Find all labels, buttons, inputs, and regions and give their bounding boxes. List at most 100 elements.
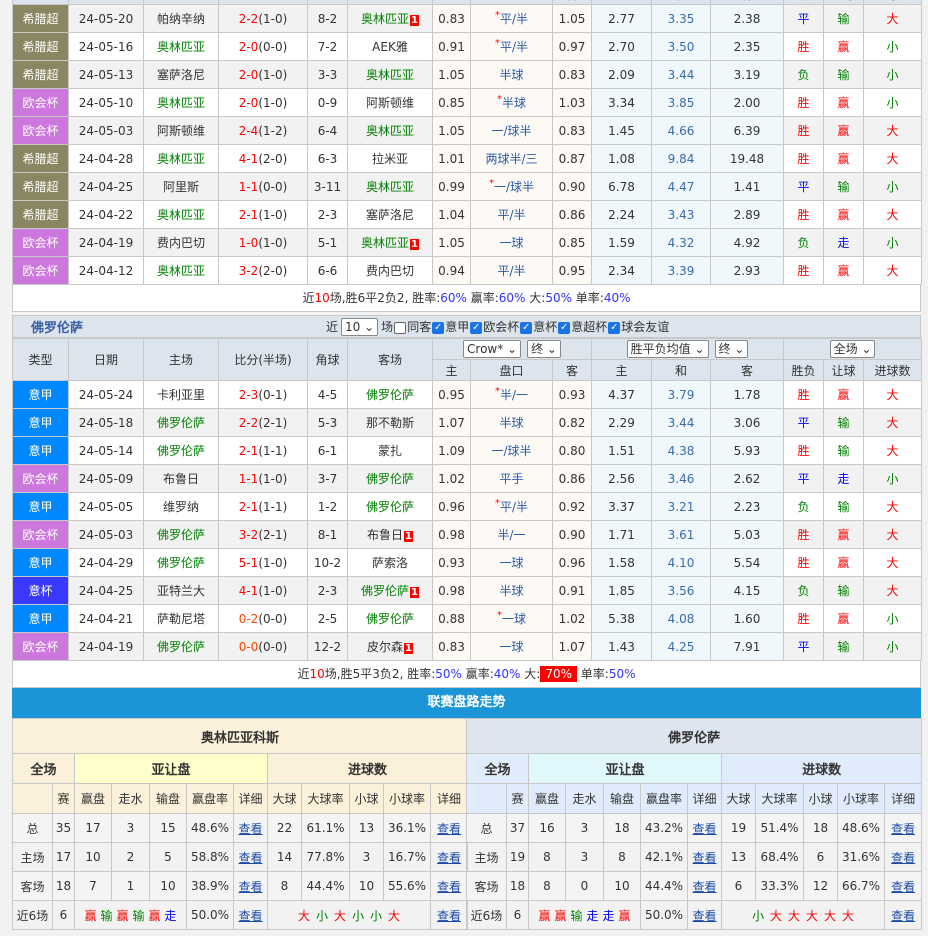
team-name[interactable]: 维罗纳 <box>162 500 199 514</box>
team-name[interactable]: 卡利亚里 <box>156 388 205 402</box>
team-cell[interactable]: 皮尔森 1 <box>347 632 433 661</box>
team-cell[interactable]: 奥林匹亚 <box>347 60 433 89</box>
team-name[interactable]: 奥林匹亚 <box>156 40 205 54</box>
team-cell[interactable]: 奥林匹亚 <box>143 88 219 117</box>
checkbox[interactable]: ✓ <box>520 321 533 334</box>
view-link[interactable]: 查看 <box>238 879 263 894</box>
team-name[interactable]: 阿斯顿维 <box>365 96 414 110</box>
view-link[interactable]: 查看 <box>437 908 462 923</box>
team-name[interactable]: 佛罗伦萨 <box>156 528 205 542</box>
view-link[interactable]: 查看 <box>437 850 462 865</box>
team-cell[interactable]: 佛罗伦萨 <box>347 380 433 409</box>
team-cell[interactable]: 塞萨洛尼 <box>347 200 433 229</box>
team-cell[interactable]: 奥林匹亚 1 <box>347 228 433 257</box>
team-cell[interactable]: 奥林匹亚 <box>347 172 433 201</box>
team-cell[interactable]: 佛罗伦萨 <box>347 604 433 633</box>
team-name[interactable]: 佛罗伦萨 <box>361 584 410 598</box>
team-name[interactable]: 佛罗伦萨 <box>365 472 414 486</box>
team-name[interactable]: 佛罗伦萨 <box>365 612 414 626</box>
score-cell[interactable]: 2-2(2-1) <box>218 408 308 437</box>
team-name[interactable]: 阿斯顿维 <box>156 124 205 138</box>
team-name[interactable]: 费内巴切 <box>156 236 205 250</box>
team-name[interactable]: 蒙扎 <box>377 444 402 458</box>
team-cell[interactable]: 奥林匹亚 <box>143 144 219 173</box>
team-name[interactable]: 塞萨洛尼 <box>156 68 205 82</box>
odds-time-select[interactable]: 终 ⌄ <box>527 340 561 358</box>
team-cell[interactable]: AEK雅 <box>347 32 433 61</box>
view-link[interactable]: 查看 <box>437 821 462 836</box>
team-cell[interactable]: 卡利亚里 <box>143 380 219 409</box>
team-name[interactable]: AEK雅 <box>372 40 408 54</box>
team-name[interactable]: 奥林匹亚 <box>156 208 205 222</box>
team-cell[interactable]: 亚特兰大 <box>143 576 219 605</box>
team-cell[interactable]: 那不勒斯 <box>347 408 433 437</box>
team-name[interactable]: 佛罗伦萨 <box>156 556 205 570</box>
team-name[interactable]: 佛罗伦萨 <box>156 416 205 430</box>
score-cell[interactable]: 2-0(1-0) <box>218 60 308 89</box>
view-link[interactable]: 查看 <box>437 879 462 894</box>
team-cell[interactable]: 佛罗伦萨 <box>143 548 219 577</box>
score-cell[interactable]: 2-1(1-0) <box>218 200 308 229</box>
team-name[interactable]: 佛罗伦萨 <box>365 388 414 402</box>
filter-option[interactable]: ✓ 意杯 <box>519 320 557 334</box>
score-cell[interactable]: 2-1(1-1) <box>218 436 308 465</box>
team-name[interactable]: 佛罗伦萨 <box>156 640 205 654</box>
score-cell[interactable]: 1-1(0-0) <box>218 172 308 201</box>
team-name[interactable]: 奥林匹亚 <box>361 12 410 26</box>
team-cell[interactable]: 奥林匹亚 <box>143 200 219 229</box>
team-name[interactable]: 布鲁日 <box>162 472 199 486</box>
team-cell[interactable]: 费内巴切 <box>347 256 433 285</box>
view-link[interactable]: 查看 <box>891 821 916 836</box>
team-cell[interactable]: 萨索洛 <box>347 548 433 577</box>
team-cell[interactable]: 阿里斯 <box>143 172 219 201</box>
team-name[interactable]: 皮尔森 <box>367 640 404 654</box>
score-cell[interactable]: 2-0(1-0) <box>218 88 308 117</box>
score-cell[interactable]: 2-4(1-2) <box>218 116 308 145</box>
team-name[interactable]: 奥林匹亚 <box>365 180 414 194</box>
score-cell[interactable]: 3-2(2-1) <box>218 520 308 549</box>
match-count-select[interactable]: 10 ⌄ <box>341 317 379 336</box>
score-cell[interactable]: 2-1(1-1) <box>218 492 308 521</box>
team-cell[interactable]: 维罗纳 <box>143 492 219 521</box>
score-cell[interactable]: 4-1(2-0) <box>218 144 308 173</box>
team-cell[interactable]: 阿斯顿维 <box>143 116 219 145</box>
filter-option[interactable]: ✓ 球会友谊 <box>607 320 669 334</box>
team-name[interactable]: 那不勒斯 <box>365 416 414 430</box>
team-name[interactable]: 费内巴切 <box>365 264 414 278</box>
view-link[interactable]: 查看 <box>238 821 263 836</box>
view-link[interactable]: 查看 <box>692 879 717 894</box>
team-cell[interactable]: 布鲁日 <box>143 464 219 493</box>
team-cell[interactable]: 奥林匹亚 <box>143 32 219 61</box>
team-cell[interactable]: 佛罗伦萨 <box>143 520 219 549</box>
team-cell[interactable]: 佛罗伦萨 <box>143 408 219 437</box>
team-name[interactable]: 亚特兰大 <box>156 584 205 598</box>
team-cell[interactable]: 佛罗伦萨 1 <box>347 576 433 605</box>
filter-option[interactable]: ✓ 欧会杯 <box>469 320 519 334</box>
team-cell[interactable]: 萨勒尼塔 <box>143 604 219 633</box>
team-cell[interactable]: 布鲁日 1 <box>347 520 433 549</box>
team-cell[interactable]: 阿斯顿维 <box>347 88 433 117</box>
team-name[interactable]: 佛罗伦萨 <box>156 444 205 458</box>
score-cell[interactable]: 5-1(1-0) <box>218 548 308 577</box>
filter-option[interactable]: ✓ 意超杯 <box>557 320 607 334</box>
score-cell[interactable]: 4-1(1-0) <box>218 576 308 605</box>
filter-option[interactable]: ✓ 意甲 <box>431 320 469 334</box>
team-cell[interactable]: 塞萨洛尼 <box>143 60 219 89</box>
view-link[interactable]: 查看 <box>238 850 263 865</box>
team-cell[interactable]: 费内巴切 <box>143 228 219 257</box>
team-name[interactable]: 奥林匹亚 <box>156 96 205 110</box>
view-link[interactable]: 查看 <box>692 850 717 865</box>
score-cell[interactable]: 1-1(1-0) <box>218 464 308 493</box>
team-name[interactable]: 帕纳辛纳 <box>156 12 205 26</box>
team-name[interactable]: 阿里斯 <box>162 180 199 194</box>
checkbox[interactable]: ✓ <box>432 321 445 334</box>
checkbox[interactable]: ✓ <box>470 321 483 334</box>
team-cell[interactable]: 佛罗伦萨 <box>143 632 219 661</box>
filter-option[interactable]: 同客 <box>393 320 431 334</box>
checkbox[interactable] <box>394 321 407 334</box>
team-name[interactable]: 奥林匹亚 <box>365 124 414 138</box>
checkbox[interactable]: ✓ <box>608 321 621 334</box>
team-cell[interactable]: 奥林匹亚 <box>143 256 219 285</box>
score-cell[interactable]: 2-0(0-0) <box>218 32 308 61</box>
checkbox[interactable]: ✓ <box>558 321 571 334</box>
